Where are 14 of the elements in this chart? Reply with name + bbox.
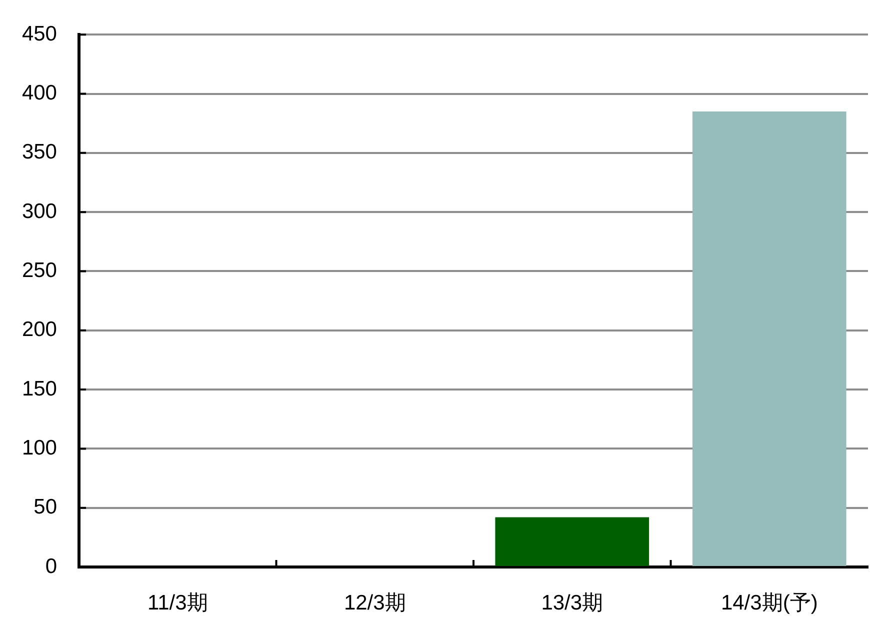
y-tick-label: 450 (22, 22, 57, 46)
x-tick-label: 11/3期 (147, 591, 208, 614)
y-tick-label: 200 (22, 318, 57, 342)
y-tick-label: 250 (22, 259, 57, 282)
y-tick-label: 50 (34, 496, 57, 519)
y-tick-label: 300 (22, 200, 57, 223)
y-tick-label: 100 (22, 436, 57, 460)
y-tick-label: 400 (22, 82, 57, 105)
x-tick-label: 14/3期(予) (720, 591, 818, 614)
x-tick-label: 12/3期 (344, 591, 406, 614)
y-tick-label: 350 (22, 140, 57, 164)
y-tick-label: 0 (45, 554, 57, 578)
x-tick-label: 13/3期 (541, 591, 604, 614)
y-tick-label: 150 (22, 377, 57, 400)
